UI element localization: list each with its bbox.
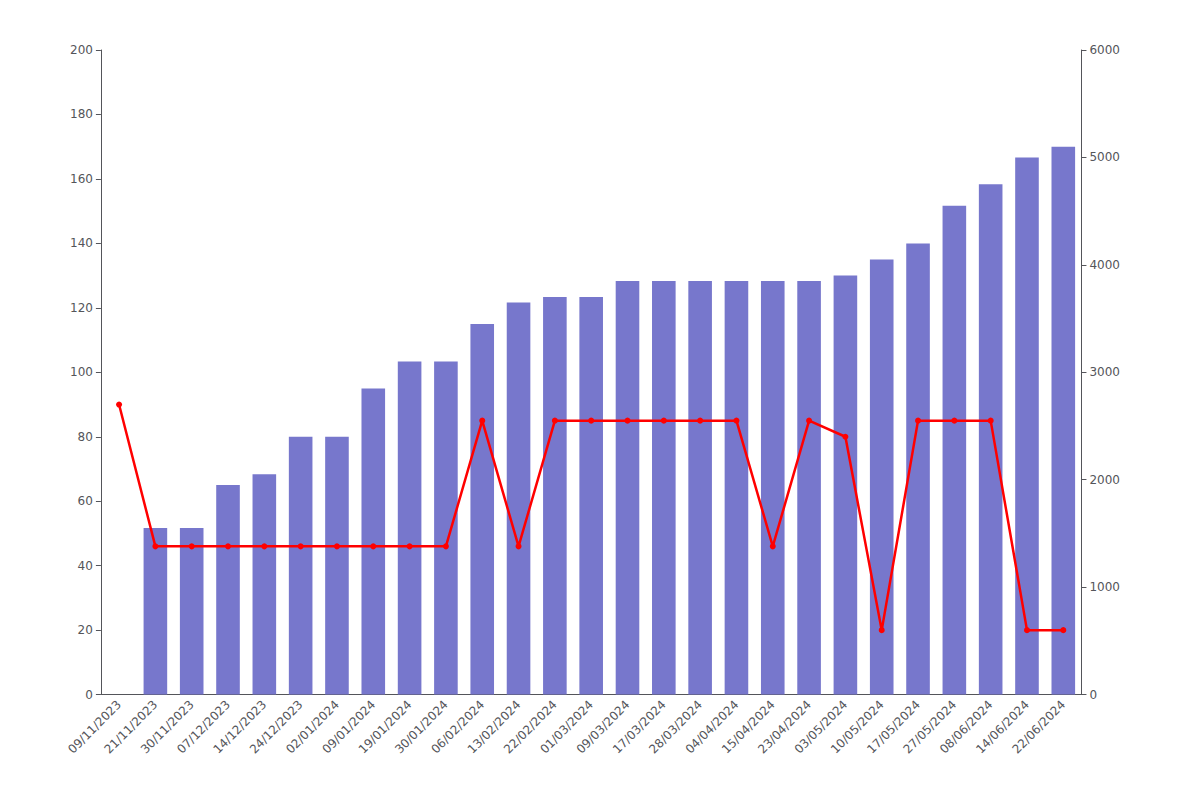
svg-text:120: 120 bbox=[70, 301, 93, 315]
svg-text:4000: 4000 bbox=[1089, 258, 1120, 272]
svg-text:60: 60 bbox=[78, 494, 93, 508]
svg-text:13/02/2024: 13/02/2024 bbox=[464, 697, 524, 757]
svg-text:22/02/2024: 22/02/2024 bbox=[501, 697, 560, 757]
svg-text:02/01/2024: 02/01/2024 bbox=[283, 697, 342, 757]
svg-text:14/06/2024: 14/06/2024 bbox=[973, 697, 1032, 757]
svg-text:04/04/2024: 04/04/2024 bbox=[682, 697, 742, 757]
svg-text:09/01/2024: 09/01/2024 bbox=[319, 697, 379, 757]
svg-text:22/06/2024: 22/06/2024 bbox=[1010, 698, 1069, 757]
svg-text:07/12/2023: 07/12/2023 bbox=[174, 697, 233, 757]
svg-text:20: 20 bbox=[78, 623, 93, 637]
svg-text:06/02/2024: 06/02/2024 bbox=[428, 697, 488, 757]
svg-text:30/01/2024: 30/01/2024 bbox=[392, 697, 451, 757]
svg-text:160: 160 bbox=[70, 172, 93, 186]
svg-text:01/03/2024: 01/03/2024 bbox=[537, 697, 597, 757]
svg-text:03/05/2024: 03/05/2024 bbox=[791, 697, 851, 757]
svg-text:40: 40 bbox=[78, 559, 93, 573]
svg-text:0: 0 bbox=[85, 688, 93, 702]
svg-text:28/03/2024: 28/03/2024 bbox=[646, 697, 706, 757]
svg-text:80: 80 bbox=[78, 430, 93, 444]
svg-text:3000: 3000 bbox=[1089, 365, 1120, 379]
svg-text:200: 200 bbox=[70, 43, 93, 57]
svg-text:100: 100 bbox=[70, 365, 93, 379]
svg-text:19/01/2024: 19/01/2024 bbox=[355, 697, 415, 757]
svg-text:5000: 5000 bbox=[1089, 150, 1120, 164]
svg-text:2000: 2000 bbox=[1089, 473, 1120, 487]
svg-text:09/11/2023: 09/11/2023 bbox=[65, 697, 124, 757]
svg-text:1000: 1000 bbox=[1089, 580, 1120, 594]
svg-text:08/06/2024: 08/06/2024 bbox=[936, 697, 996, 757]
svg-text:180: 180 bbox=[70, 107, 93, 121]
svg-text:23/04/2024: 23/04/2024 bbox=[755, 697, 814, 757]
svg-text:0: 0 bbox=[1089, 688, 1097, 702]
svg-text:15/04/2024: 15/04/2024 bbox=[719, 697, 778, 757]
svg-text:21/11/2023: 21/11/2023 bbox=[101, 697, 161, 757]
svg-text:10/05/2024: 10/05/2024 bbox=[827, 697, 887, 757]
svg-text:14/12/2023: 14/12/2023 bbox=[210, 697, 270, 757]
svg-text:6000: 6000 bbox=[1089, 43, 1120, 57]
svg-text:09/03/2024: 09/03/2024 bbox=[573, 697, 633, 757]
svg-text:17/03/2024: 17/03/2024 bbox=[610, 697, 669, 757]
svg-text:17/05/2024: 17/05/2024 bbox=[864, 697, 923, 757]
svg-text:140: 140 bbox=[70, 236, 93, 250]
svg-text:27/05/2024: 27/05/2024 bbox=[900, 697, 960, 757]
svg-text:30/11/2023: 30/11/2023 bbox=[137, 697, 197, 757]
svg-text:24/12/2023: 24/12/2023 bbox=[246, 697, 306, 757]
